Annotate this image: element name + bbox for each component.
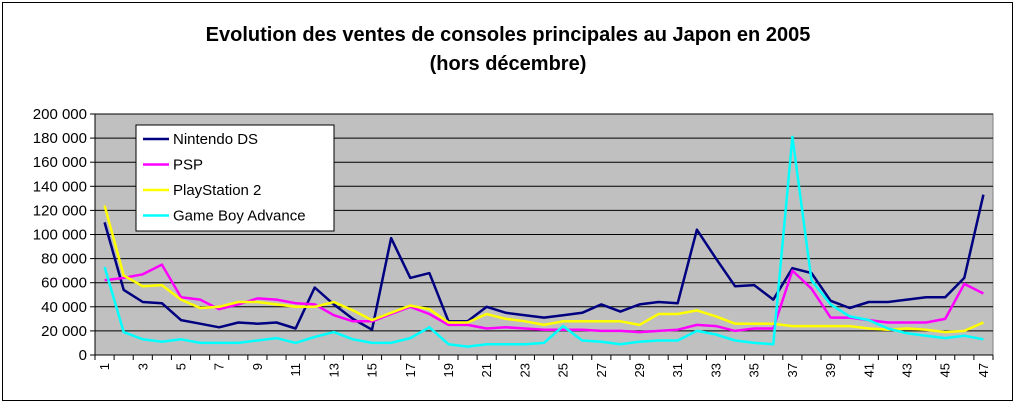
y-tick-label: 140 000 xyxy=(33,178,87,195)
legend-box xyxy=(135,124,335,232)
x-tick-label: 5 xyxy=(173,363,188,370)
series-line-1 xyxy=(103,194,985,331)
y-tick-label: 0 xyxy=(79,347,87,364)
x-tick-label: 43 xyxy=(900,363,915,377)
y-tick-label: 160 000 xyxy=(33,154,87,171)
series-line-3 xyxy=(103,205,984,334)
y-tick-label: 60 000 xyxy=(41,275,87,292)
legend-label: Nintendo DS xyxy=(173,131,258,148)
x-tick-label: 33 xyxy=(708,363,723,377)
x-tick-label: 13 xyxy=(326,363,341,377)
series-line-2 xyxy=(104,263,984,334)
x-tick-label: 7 xyxy=(212,363,227,370)
x-tick-label: 27 xyxy=(594,363,609,377)
legend: Nintendo DS PSP PlayStation 2 Game Boy Adva… xyxy=(135,124,335,232)
series-line-4 xyxy=(103,135,984,348)
x-tick-label: 21 xyxy=(479,363,494,377)
x-tick-label: 45 xyxy=(938,363,953,377)
x-tick-label: 39 xyxy=(823,363,838,377)
x-tick-label: 37 xyxy=(785,363,800,377)
legend-label: Game Boy Advance xyxy=(173,208,306,225)
chart-subtitle: (hors décembre) xyxy=(430,53,587,75)
legend-label: PlayStation 2 xyxy=(173,182,261,199)
x-tick-label: 11 xyxy=(288,363,303,377)
y-tick-label: 180 000 xyxy=(33,130,87,147)
legend-label: PSP xyxy=(173,157,203,174)
y-tick-label: 100 000 xyxy=(33,227,87,244)
series-lines xyxy=(103,135,985,348)
x-tick-label: 15 xyxy=(365,363,380,377)
chart-canvas: Evolution des ventes de consoles princip… xyxy=(33,24,994,377)
y-tick-label: 40 000 xyxy=(41,299,87,316)
x-tick-label: 25 xyxy=(556,363,571,377)
y-tick-label: 80 000 xyxy=(41,251,87,268)
x-tick-label: 29 xyxy=(632,363,647,377)
x-tick-label: 9 xyxy=(250,363,265,370)
axes: 0 20 000 40 000 60 000 80 000 100 000 120 000 1… xyxy=(33,106,994,377)
y-tick-label: 120 000 xyxy=(33,202,87,219)
x-tick-label: 31 xyxy=(670,363,685,377)
x-tick-label: 23 xyxy=(517,363,532,377)
chart-title: Evolution des ventes de consoles princip… xyxy=(206,24,811,46)
x-tick-label: 3 xyxy=(135,363,150,370)
y-tick-label: 200 000 xyxy=(33,106,87,123)
x-tick-label: 17 xyxy=(403,363,418,377)
x-tick-label: 47 xyxy=(976,363,991,377)
x-tick-label: 19 xyxy=(441,363,456,377)
x-tick-label: 1 xyxy=(97,363,112,370)
chart-frame: Evolution des ventes de consoles princip… xyxy=(2,2,1013,401)
x-tick-label: 35 xyxy=(747,363,762,377)
x-tick-label: 41 xyxy=(861,363,876,377)
y-tick-label: 20 000 xyxy=(41,323,87,340)
